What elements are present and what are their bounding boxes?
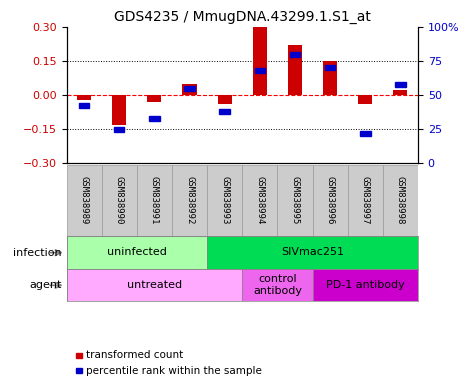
Bar: [313, 165, 348, 236]
Bar: [360, 131, 370, 136]
Text: GSM838996: GSM838996: [326, 177, 334, 225]
Bar: [149, 116, 160, 121]
Text: GSM838990: GSM838990: [115, 177, 124, 225]
Bar: [219, 109, 230, 114]
Bar: [182, 84, 197, 95]
Bar: [66, 236, 207, 269]
Bar: [325, 65, 335, 70]
Bar: [147, 95, 162, 102]
Bar: [218, 95, 232, 104]
Text: PD-1 antibody: PD-1 antibody: [326, 280, 405, 290]
Bar: [66, 165, 102, 236]
Text: GSM838997: GSM838997: [361, 177, 370, 225]
Bar: [114, 127, 124, 132]
Text: SIVmac251: SIVmac251: [281, 247, 344, 258]
Bar: [290, 51, 300, 57]
Text: transformed count: transformed count: [86, 350, 184, 360]
Bar: [112, 95, 126, 124]
Text: GSM838994: GSM838994: [256, 177, 264, 225]
Text: GSM838993: GSM838993: [220, 177, 229, 225]
Title: GDS4235 / MmugDNA.43299.1.S1_at: GDS4235 / MmugDNA.43299.1.S1_at: [114, 10, 370, 25]
Bar: [137, 165, 172, 236]
Text: uninfected: uninfected: [107, 247, 167, 258]
Bar: [393, 91, 408, 95]
Bar: [242, 165, 277, 236]
Bar: [358, 95, 372, 104]
Bar: [288, 45, 302, 95]
Bar: [253, 27, 267, 95]
Text: GSM838992: GSM838992: [185, 177, 194, 225]
Bar: [255, 68, 265, 73]
Bar: [242, 269, 313, 301]
Text: GSM838991: GSM838991: [150, 177, 159, 225]
Bar: [184, 86, 195, 91]
Text: control
antibody: control antibody: [253, 274, 302, 296]
Bar: [395, 82, 406, 87]
Text: GSM838998: GSM838998: [396, 177, 405, 225]
Bar: [66, 269, 242, 301]
Bar: [207, 236, 418, 269]
Text: percentile rank within the sample: percentile rank within the sample: [86, 366, 262, 376]
Text: infection: infection: [13, 248, 62, 258]
Bar: [77, 95, 91, 99]
Bar: [172, 165, 207, 236]
Bar: [383, 165, 418, 236]
Bar: [79, 103, 89, 108]
Bar: [313, 269, 418, 301]
Bar: [323, 61, 337, 95]
Text: agent: agent: [29, 280, 62, 290]
Bar: [277, 165, 313, 236]
Text: GSM838995: GSM838995: [291, 177, 299, 225]
Bar: [207, 165, 242, 236]
Bar: [102, 165, 137, 236]
Text: untreated: untreated: [127, 280, 182, 290]
Bar: [348, 165, 383, 236]
Text: GSM838989: GSM838989: [80, 177, 88, 225]
